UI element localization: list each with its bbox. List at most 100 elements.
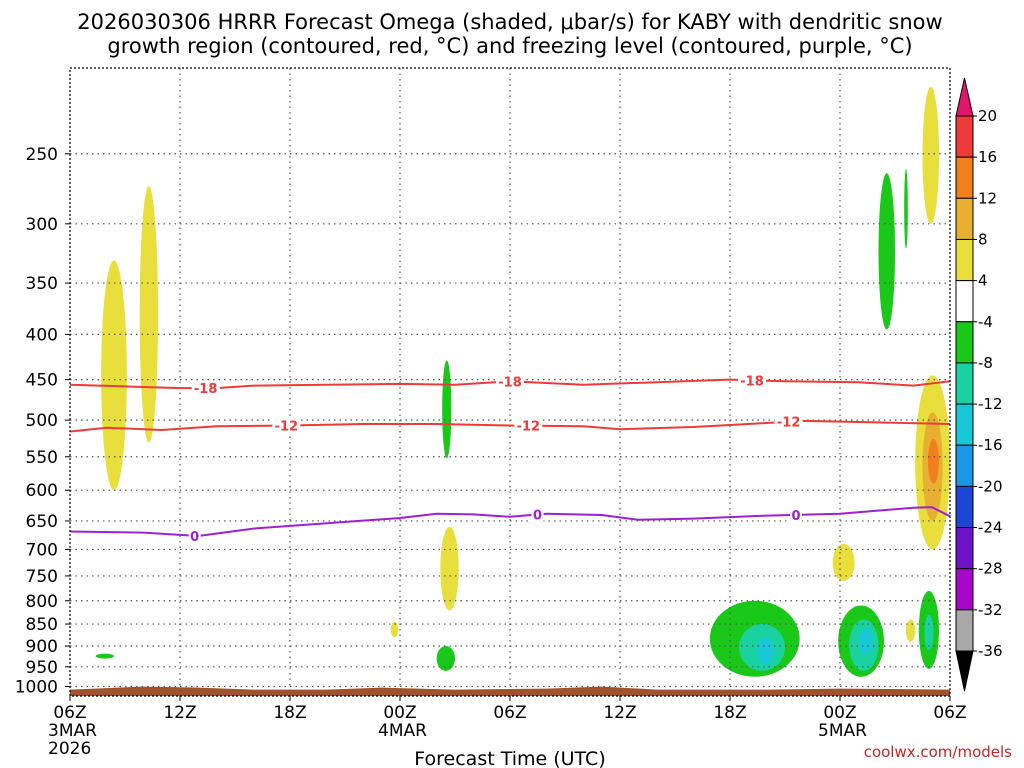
colorbar-label-3: 8 (978, 230, 988, 248)
omega-cell-11 (442, 360, 452, 459)
x-tick-label-8: 06Z (933, 703, 966, 723)
x-tick-label-2: 18Z (273, 703, 306, 723)
x-tick-date-0: 3MAR (48, 721, 97, 741)
omega-cell-22 (858, 628, 874, 655)
contour-label-bg-dgz-bottom-0 (272, 418, 301, 433)
y-axis: 2503003504004505005506006507007508008509… (15, 145, 70, 698)
title-line-1: 2026030306 HRRR Forecast Omega (shaded, … (77, 10, 942, 34)
x-axis-title: Forecast Time (UTC) (414, 748, 605, 768)
contour-label-bg-freezing-level-1 (531, 507, 544, 522)
chart-title: 2026030306 HRRR Forecast Omega (shaded, … (77, 10, 942, 58)
colorbar-label-5: -4 (978, 313, 993, 331)
x-tick-label-4: 06Z (493, 703, 526, 723)
colorbar-box-3 (955, 238, 974, 282)
x-tick-year-0: 2026 (48, 739, 91, 759)
colorbar-label-7: -12 (978, 395, 1003, 413)
temperature-contours: -18 -18 -18 -12 -12 -12 0 0 0 (69, 373, 951, 545)
colorbar-box-2 (955, 197, 974, 240)
colorbar-top-arrow (955, 77, 974, 117)
omega-shading (95, 86, 950, 677)
contour-label-bg-dgz-bottom-1 (514, 418, 543, 433)
y-tick-label-400: 400 (26, 325, 58, 345)
colorbar-box-8 (955, 444, 974, 487)
y-tick-label-350: 350 (26, 274, 58, 294)
colorbar-box-11 (955, 568, 974, 611)
credit-link[interactable]: coolwx.com/models (864, 743, 1012, 761)
contour-label-dgz-bottom-2: -12 (777, 416, 801, 431)
terrain-band (70, 686, 950, 696)
colorbar-box-10 (955, 527, 974, 570)
omega-cell-2 (390, 621, 399, 638)
omega-cell-0 (101, 260, 127, 491)
y-tick-label-800: 800 (26, 592, 58, 612)
contour-label-dgz-top-2: -18 (740, 374, 764, 389)
colorbar-label-2: 12 (978, 189, 997, 207)
y-tick-label-700: 700 (26, 540, 58, 560)
colorbar-label-4: 4 (978, 272, 988, 290)
title-line-2: growth region (contoured, red, °C) and f… (107, 34, 912, 58)
contour-label-dgz-bottom-1: -12 (517, 420, 541, 435)
contour-label-dgz-top-1: -18 (498, 375, 522, 390)
colorbar-label-10: -24 (978, 519, 1003, 537)
colorbar-label-11: -28 (978, 560, 1003, 578)
y-tick-label-650: 650 (26, 512, 58, 532)
x-tick-label-1: 12Z (163, 703, 196, 723)
omega-cell-5 (906, 619, 916, 642)
omega-cell-20 (924, 614, 934, 651)
colorbar-box-0 (955, 115, 974, 158)
gridlines (70, 68, 950, 696)
colorbar-box-9 (955, 485, 974, 529)
x-tick-date-7: 5MAR (818, 721, 867, 741)
colorbar-label-8: -16 (978, 436, 1003, 454)
contour-label-bg-freezing-level-2 (790, 507, 802, 522)
y-tick-label-300: 300 (26, 215, 58, 235)
y-tick-label-750: 750 (26, 567, 58, 587)
colorbar-box-12 (955, 609, 974, 652)
colorbar-label-13: -36 (978, 642, 1003, 660)
omega-cell-4 (832, 543, 855, 582)
contour-label-dgz-top-0: -18 (194, 382, 218, 397)
y-tick-label-850: 850 (26, 615, 58, 635)
contour-label-freezing-level-2: 0 (791, 509, 800, 524)
omega-cell-1 (139, 186, 158, 443)
colorbar-label-12: -32 (978, 601, 1003, 619)
contour-label-dgz-bottom-0: -12 (275, 420, 299, 435)
y-tick-label-1000: 1000 (15, 678, 58, 698)
y-tick-label-250: 250 (26, 145, 58, 165)
contour-label-bg-freezing-level-0 (188, 528, 201, 543)
omega-cell-16 (904, 168, 908, 249)
x-tick-label-5: 12Z (603, 703, 636, 723)
omega-cell-9 (928, 438, 939, 484)
y-tick-label-450: 450 (26, 371, 58, 391)
colorbar-box-1 (955, 156, 974, 199)
contour-label-freezing-level-1: 0 (533, 509, 542, 524)
colorbar-box-6 (955, 362, 974, 405)
colorbar-label-0: 20 (978, 107, 997, 125)
omega-cell-12 (436, 646, 456, 671)
y-tick-label-550: 550 (26, 448, 58, 468)
contour-label-bg-dgz-bottom-2 (774, 414, 803, 429)
y-tick-label-950: 950 (26, 658, 58, 678)
y-tick-label-600: 600 (26, 481, 58, 501)
colorbar-box-7 (955, 403, 974, 446)
terrain-surface (70, 686, 950, 696)
colorbar-box-4 (955, 280, 974, 323)
colorbar-label-9: -20 (978, 477, 1003, 495)
colorbar-label-1: 16 (978, 148, 997, 166)
y-tick-label-900: 900 (26, 637, 58, 657)
x-tick-label-3: 00Z (383, 703, 416, 723)
y-tick-label-500: 500 (26, 411, 58, 431)
omega-cell-15 (878, 173, 895, 330)
omega-cell-3 (440, 526, 459, 611)
contour-label-freezing-level-0: 0 (190, 530, 199, 545)
omega-cell-10 (95, 653, 115, 659)
x-tick-label-7: 00Z (823, 703, 856, 723)
contour-label-bg-dgz-top-2 (738, 373, 766, 388)
colorbar: 20 16 12 8 4 -4 -8 -12 -16 -20 -24 -28 -32 -36 (955, 77, 1003, 692)
colorbar-box-5 (955, 321, 974, 364)
contour-label-bg-dgz-top-0 (191, 381, 220, 396)
colorbar-bottom-arrow (955, 650, 974, 692)
x-tick-label-0: 06Z (53, 703, 86, 723)
